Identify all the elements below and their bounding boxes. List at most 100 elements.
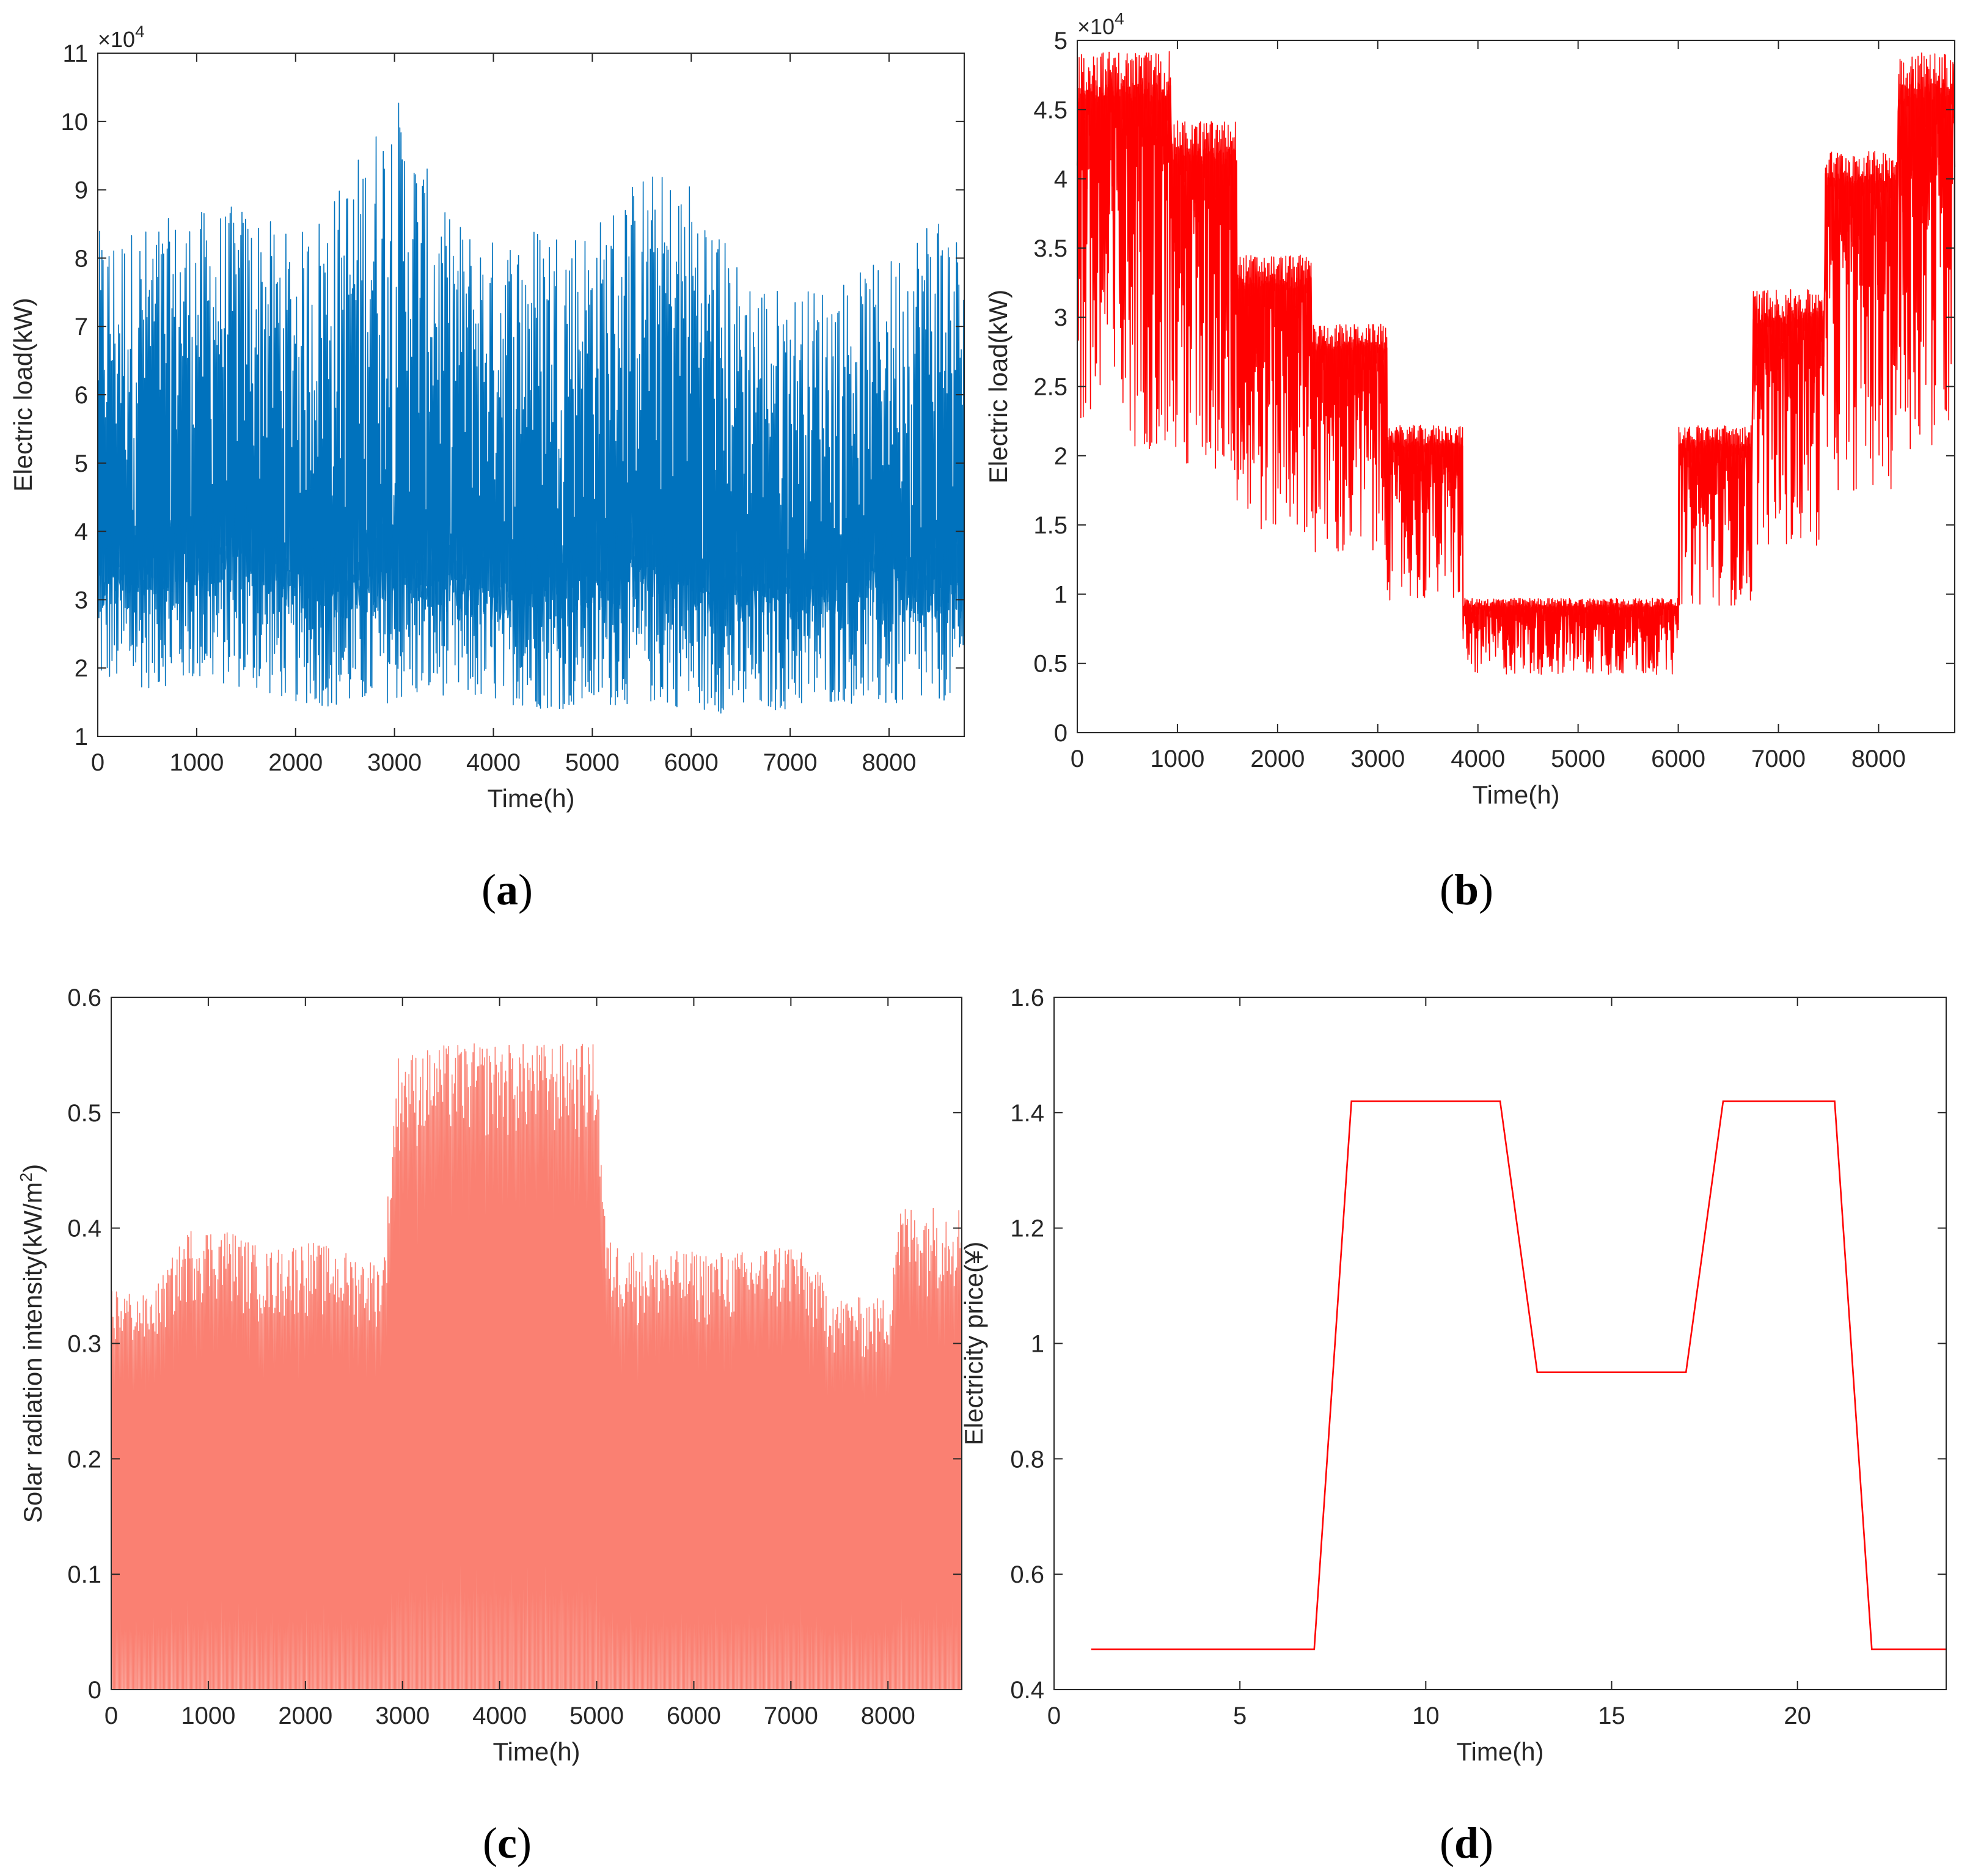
y-tick-label: 7 <box>75 313 88 340</box>
y-axis-label: Electricity price(¥) <box>959 1242 988 1446</box>
x-tick-label: 4000 <box>472 1702 527 1729</box>
x-tick-label: 5000 <box>1551 746 1605 772</box>
x-tick-label: 7000 <box>1751 746 1806 772</box>
y-tick-label: 0 <box>88 1677 101 1704</box>
y-axis-multiplier-exponent: 4 <box>1115 9 1124 28</box>
x-tick-label: 5 <box>1233 1702 1247 1729</box>
x-tick-label: 3000 <box>367 749 422 776</box>
chart-b: 0 1000 2000 3000 4000 5000 6000 7000 8000 0 0.5 1 1.… <box>984 9 1956 914</box>
x-axis-label: Time(h) <box>492 1737 580 1766</box>
x-tick-label: 4000 <box>466 749 521 776</box>
y-tick-label: 4 <box>75 519 88 546</box>
x-tick-label: 5000 <box>565 749 620 776</box>
y-tick-label: 9 <box>75 177 88 204</box>
x-tick-label: 4000 <box>1451 746 1505 772</box>
series-line-a <box>97 102 965 714</box>
y-tick-label: 0.3 <box>67 1331 101 1358</box>
panel-label-close: ) <box>1479 1819 1493 1867</box>
y-tick-label: 1 <box>1054 581 1067 608</box>
y-tick-label: 0.6 <box>1010 1561 1044 1588</box>
series-core-a <box>97 500 965 623</box>
x-tick-label: 0 <box>104 1702 118 1729</box>
y-axis-label-superscript: 2 <box>16 1173 35 1182</box>
y-axis-multiplier-base: ×10 <box>98 27 135 52</box>
x-tick-label: 15 <box>1598 1702 1625 1729</box>
panel-label-letter: b <box>1454 865 1479 914</box>
y-axis-label-suffix: ) <box>18 1164 47 1173</box>
y-axis-multiplier: ×104 <box>1077 9 1124 39</box>
x-tick-label: 3000 <box>375 1702 430 1729</box>
x-tick-label: 0 <box>1071 746 1084 772</box>
x-axis-label: Time(h) <box>1456 1737 1543 1766</box>
x-tick-label: 2000 <box>1250 746 1305 772</box>
y-tick-label: 2 <box>1054 443 1067 470</box>
plot-area-b <box>1076 51 1956 675</box>
x-tick-label: 7000 <box>764 1702 818 1729</box>
series-core-b <box>1076 82 1956 632</box>
y-tick-label: 1.5 <box>1033 512 1067 539</box>
y-tick-label: 0.4 <box>1010 1677 1044 1704</box>
x-tick-label: 0 <box>1047 1702 1061 1729</box>
y-tick-label: 0.2 <box>67 1446 101 1473</box>
panel-label-close: ) <box>1479 865 1493 914</box>
x-tick-label: 8000 <box>862 749 916 776</box>
panel-label-letter: c <box>497 1819 517 1867</box>
y-axis-label: Electric load(kW) <box>9 298 37 491</box>
x-axis-label: Time(h) <box>487 784 574 813</box>
x-tick-label: 6000 <box>1651 746 1705 772</box>
y-axis-multiplier: ×104 <box>98 22 145 52</box>
y-tick-label: 1 <box>75 724 88 750</box>
x-tick-label: 7000 <box>763 749 818 776</box>
y-tick-label: 0.8 <box>1010 1446 1044 1473</box>
y-axis-multiplier-exponent: 4 <box>135 22 145 41</box>
chart-a: 0 1000 2000 3000 4000 5000 6000 7000 8000 1 2 3 4 5 6 7… <box>9 22 965 914</box>
y-tick-label: 6 <box>75 382 88 409</box>
y-tick-label: 0 <box>1054 720 1067 747</box>
plot-area-c <box>111 1043 962 1690</box>
y-tick-label: 3.5 <box>1033 235 1067 262</box>
y-tick-label: 4.5 <box>1033 97 1067 123</box>
y-tick-label: 1 <box>1031 1331 1044 1358</box>
y-axis-label-text: Electricity price(¥) <box>959 1242 988 1446</box>
panel-label: (c) <box>483 1819 532 1867</box>
panel-label: (d) <box>1440 1819 1493 1867</box>
x-axis-label: Time(h) <box>1472 780 1559 809</box>
x-tick-label: 6000 <box>664 749 719 776</box>
plot-area-a <box>97 102 965 714</box>
panel-label: (b) <box>1440 865 1493 914</box>
x-tick-label: 20 <box>1784 1702 1811 1729</box>
y-tick-label: 1.4 <box>1010 1100 1044 1127</box>
y-tick-label: 2.5 <box>1033 374 1067 401</box>
y-tick-label: 1.2 <box>1010 1215 1044 1242</box>
y-tick-label: 0.6 <box>67 984 101 1011</box>
panel-label-close: ) <box>517 1819 532 1867</box>
x-tick-label: 2000 <box>268 749 323 776</box>
y-tick-label: 5 <box>75 450 88 477</box>
x-tick-label: 8000 <box>861 1702 915 1729</box>
panel-label-open: ( <box>483 1819 497 1867</box>
y-tick-label: 5 <box>1054 27 1067 54</box>
y-tick-label: 0.1 <box>67 1561 101 1588</box>
y-tick-label: 0.5 <box>1033 651 1067 678</box>
x-tick-label: 2000 <box>278 1702 332 1729</box>
panel-label-open: ( <box>1440 1819 1454 1867</box>
x-tick-label: 5000 <box>569 1702 624 1729</box>
y-tick-label: 4 <box>1054 166 1067 193</box>
y-axis-multiplier-base: ×10 <box>1077 14 1115 39</box>
y-tick-label: 10 <box>61 109 89 136</box>
series-line-b <box>1077 51 1955 675</box>
y-tick-label: 11 <box>62 40 88 67</box>
x-tick-label: 1000 <box>169 749 224 776</box>
plot-area-d <box>1091 1100 1946 1651</box>
x-tick-label: 6000 <box>667 1702 721 1729</box>
x-tick-label: 3000 <box>1350 746 1405 772</box>
y-axis-label: Electric load(kW) <box>984 290 1012 483</box>
x-tick-label: 0 <box>91 749 104 776</box>
y-tick-label: 1.6 <box>1010 984 1044 1011</box>
panel-label: (a) <box>482 865 533 914</box>
chart-d: 0 5 10 15 20 0.4 0.6 0.8 1 1.2 1.4 1.6 Time(h) Electr… <box>959 984 1947 1867</box>
panel-label-open: ( <box>482 865 496 914</box>
y-axis-label-text: Electric load(kW) <box>984 290 1012 483</box>
y-tick-label: 0.5 <box>67 1100 101 1127</box>
y-tick-label: 8 <box>75 245 88 272</box>
